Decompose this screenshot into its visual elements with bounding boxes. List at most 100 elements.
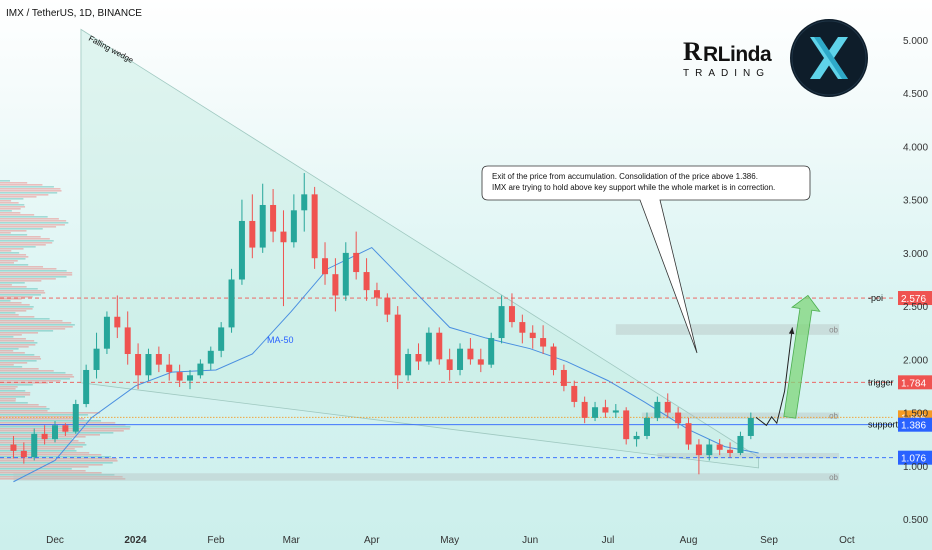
- volume-profile-bar: [0, 350, 14, 352]
- volume-profile-bar: [0, 402, 28, 404]
- volume-profile-bar: [0, 472, 102, 474]
- volume-profile-bar: [0, 356, 41, 358]
- volume-profile-bar: [0, 188, 61, 190]
- volume-profile-bar: [0, 246, 36, 248]
- volume-profile-bar: [0, 308, 33, 310]
- candle: [405, 348, 412, 381]
- volume-profile-bar: [0, 456, 112, 458]
- volume-profile-bar: [0, 386, 18, 388]
- volume-profile-bar: [0, 388, 16, 390]
- volume-profile-bar: [0, 310, 27, 312]
- volume-profile-bar: [0, 430, 124, 432]
- zone-label: ob: [829, 326, 838, 335]
- candle: [145, 348, 152, 381]
- candle: [727, 442, 734, 458]
- candle: [560, 364, 567, 392]
- candle: [384, 293, 391, 323]
- volume-profile-bar: [0, 258, 26, 260]
- volume-profile-bar: [0, 290, 45, 292]
- volume-profile-bar: [0, 316, 35, 318]
- volume-profile-bar: [0, 266, 44, 268]
- volume-profile-bar: [0, 418, 85, 420]
- volume-profile-bar: [0, 318, 50, 320]
- volume-profile-bar: [0, 352, 25, 354]
- svg-text:R: R: [683, 37, 702, 66]
- y-tick-label: 1.500: [903, 409, 928, 420]
- volume-profile-bar: [0, 260, 18, 262]
- volume-profile-bar: [0, 384, 33, 386]
- candle: [747, 412, 754, 440]
- volume-profile-bar: [0, 372, 66, 374]
- candle: [207, 346, 214, 370]
- candle: [249, 194, 256, 259]
- candle: [623, 407, 630, 445]
- time-axis[interactable]: Dec 2024 Feb Mar Apr May Jun Jul Aug Sep Oct: [46, 535, 855, 546]
- x-tick-label: Mar: [283, 535, 301, 546]
- volume-profile-bar: [0, 230, 27, 232]
- volume-profile-bar: [0, 328, 66, 330]
- volume-profile-bar: [0, 314, 19, 316]
- volume-profile-bar: [0, 398, 16, 400]
- candle: [290, 194, 297, 248]
- volume-profile-bar: [0, 452, 90, 454]
- candle: [373, 282, 380, 307]
- x-tick-label: 2024: [124, 535, 147, 546]
- volume-profile-bar: [0, 346, 29, 348]
- volume-profile-bar: [0, 262, 14, 264]
- volume-profile-bar: [0, 274, 73, 276]
- candle: [675, 407, 682, 429]
- volume-profile-bar: [0, 238, 50, 240]
- volume-profile-bar: [0, 462, 113, 464]
- volume-profile-bar: [0, 440, 79, 442]
- volume-profile-bar: [0, 422, 116, 424]
- candle: [197, 359, 204, 379]
- candle: [31, 428, 38, 461]
- candle: [155, 346, 162, 373]
- volume-profile-bar: [0, 444, 87, 446]
- volume-profile-bar: [0, 300, 11, 302]
- candle: [446, 348, 453, 381]
- volume-profile-bar: [0, 200, 12, 202]
- candle: [62, 423, 69, 436]
- annotation-line-2: IMX are trying to hold above key support…: [492, 183, 775, 192]
- volume-profile-bar: [0, 284, 12, 286]
- volume-profile-bar: [0, 326, 73, 328]
- volume-profile-bar: [0, 312, 16, 314]
- volume-profile-bar: [0, 282, 25, 284]
- volume-profile-bar: [0, 332, 39, 334]
- volume-profile-bar: [0, 450, 77, 452]
- volume-profile-bar: [0, 376, 75, 378]
- volume-profile-bar: [0, 342, 38, 344]
- candle: [259, 183, 266, 253]
- x-tick-label: Oct: [839, 535, 855, 546]
- volume-profile-bar: [0, 366, 23, 368]
- volume-profile-bar: [0, 186, 54, 188]
- candle: [218, 322, 225, 358]
- candle: [52, 421, 58, 443]
- volume-profile-bar: [0, 360, 37, 362]
- price-axis[interactable]: 5.000 4.500 4.000 3.500 3.000 2.500 2.000 1.500…: [903, 36, 928, 526]
- falling-wedge: [80, 28, 760, 469]
- candle: [342, 242, 349, 301]
- volume-profile-bar: [0, 222, 69, 224]
- candle: [72, 399, 79, 434]
- candle: [519, 314, 526, 344]
- volume-profile-bar: [0, 212, 21, 214]
- volume-profile-bar: [0, 226, 57, 228]
- y-tick-label: 3.000: [903, 249, 928, 260]
- volume-profile-bar: [0, 278, 56, 280]
- volume-profile-bar: [0, 244, 46, 246]
- volume-profile-bar: [0, 408, 50, 410]
- volume-profile-bar: [0, 336, 14, 338]
- y-tick-label: 2.500: [903, 302, 928, 313]
- candle: [540, 325, 547, 355]
- volume-profile-bar: [0, 354, 35, 356]
- volume-profile-bar: [0, 414, 89, 416]
- candle: [508, 293, 515, 328]
- candle: [10, 435, 17, 459]
- volume-profile-bar: [0, 396, 26, 398]
- volume-profile-bar: [0, 280, 42, 282]
- annotation-line-1: Exit of the price from accumulation. Con…: [492, 172, 758, 181]
- volume-profile-bar: [0, 296, 33, 298]
